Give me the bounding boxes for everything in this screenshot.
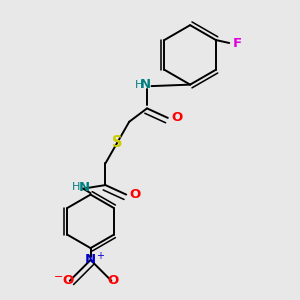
Text: −: − xyxy=(54,272,63,282)
Text: N: N xyxy=(85,254,96,266)
Text: O: O xyxy=(107,274,118,287)
Text: H: H xyxy=(72,182,80,192)
Text: F: F xyxy=(233,37,242,50)
Text: S: S xyxy=(112,135,123,150)
Text: H: H xyxy=(134,80,143,90)
Text: +: + xyxy=(96,251,104,261)
Text: O: O xyxy=(63,274,74,287)
Text: N: N xyxy=(79,181,90,194)
Text: N: N xyxy=(140,78,151,91)
Text: O: O xyxy=(171,111,183,124)
Text: O: O xyxy=(130,188,141,201)
